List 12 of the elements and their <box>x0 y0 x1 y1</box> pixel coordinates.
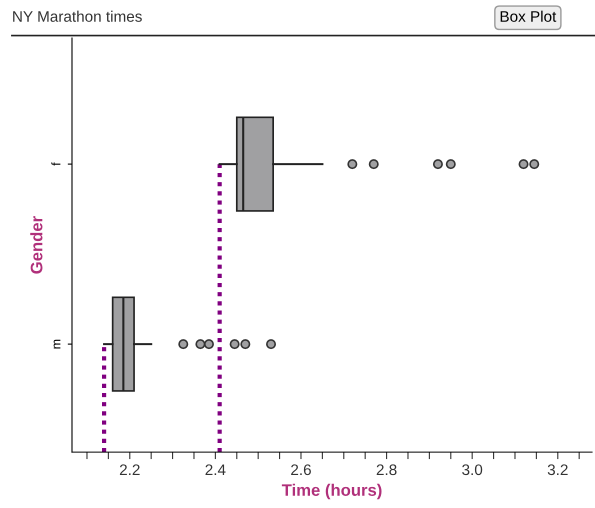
x-tick-label: 2.8 <box>376 464 397 476</box>
x-tick-label: 2.4 <box>206 464 226 475</box>
x-tick-label: 2.6 <box>291 464 311 476</box>
y-axis-title: Gender <box>30 216 42 274</box>
x-tick-label: 3.2 <box>548 464 568 476</box>
x-tick-label: 2.2 <box>120 464 140 475</box>
chart-title: NY Marathon times <box>13 10 142 22</box>
x-tick-label: 3.0 <box>462 464 482 476</box>
text: Box Plot <box>500 10 556 22</box>
x-axis-title: Time (hours) <box>282 484 382 500</box>
y-tick-label: m <box>54 340 60 348</box>
y-tick-label: f <box>51 162 60 166</box>
